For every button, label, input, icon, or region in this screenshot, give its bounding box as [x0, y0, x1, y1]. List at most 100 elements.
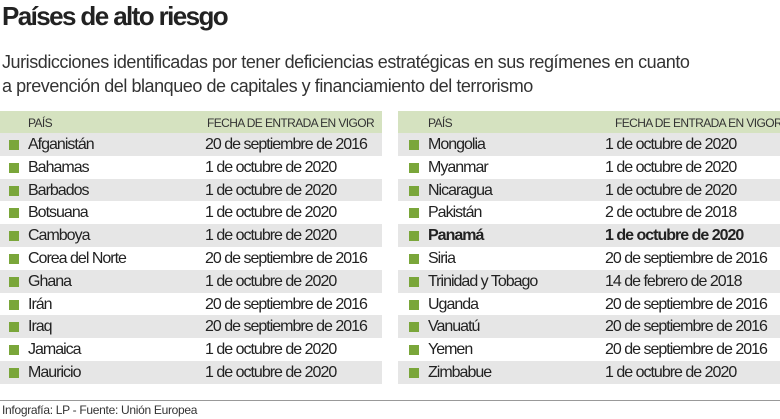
table-row: Mongolia 1 de octubre de 2020 — [398, 133, 780, 156]
country-cell: Nicaragua — [428, 181, 493, 199]
bullet-square-icon — [9, 185, 19, 196]
country-cell: Jamaica — [28, 341, 82, 359]
subtitle: Jurisdicciones identificadas por tener d… — [2, 50, 778, 98]
table-row: Camboya 1 de octubre de 2020 — [0, 224, 382, 247]
bullet-square-icon — [9, 140, 19, 150]
date-cell: 20 de septiembre de 2016 — [605, 249, 768, 267]
page-title: Países de alto riesgo — [2, 1, 229, 31]
date-cell: 20 de septiembre de 2016 — [205, 295, 368, 313]
bullet-square-icon — [409, 140, 419, 150]
bullet-square-icon — [409, 185, 419, 196]
country-cell: Camboya — [28, 227, 90, 245]
table-left: PAÍS FECHA DE ENTRADA EN VIGOR Afganistán… — [0, 111, 382, 384]
date-cell: 1 de octubre de 2020 — [205, 204, 337, 222]
bullet-square-icon — [409, 322, 419, 333]
country-cell: Corea del Norte — [28, 249, 127, 267]
date-cell: 20 de septiembre de 2016 — [605, 318, 768, 336]
table-row: Irán 20 de septiembre de 2016 — [0, 293, 382, 316]
country-cell: Barbados — [28, 181, 90, 199]
table-header: PAÍS FECHA DE ENTRADA EN VIGOR — [0, 111, 382, 133]
bullet-square-icon — [409, 208, 419, 219]
country-cell: Mongolia — [428, 136, 486, 153]
table-row: Afganistán 20 de septiembre de 2016 — [0, 133, 382, 156]
country-cell: Yemen — [428, 341, 473, 359]
table-row: Uganda 20 de septiembre de 2016 — [398, 293, 780, 316]
date-cell: 1 de octubre de 2020 — [205, 158, 337, 176]
footer-divider — [0, 400, 780, 401]
table-row: Myanmar 1 de octubre de 2020 — [398, 156, 780, 179]
date-cell: 1 de octubre de 2020 — [205, 181, 337, 199]
subtitle-line: Jurisdicciones identificadas por tener d… — [2, 52, 690, 72]
date-cell: 20 de septiembre de 2016 — [205, 249, 368, 267]
country-cell: Irán — [28, 295, 53, 313]
bullet-square-icon — [9, 208, 19, 219]
country-cell: Trinidad y Tobago — [428, 272, 538, 290]
country-cell: Ghana — [28, 272, 72, 290]
table-row: Trinidad y Tobago 14 de febrero de 2018 — [398, 269, 780, 293]
bullet-square-icon — [409, 253, 419, 264]
table-row: Nicaragua 1 de octubre de 2020 — [398, 178, 780, 202]
date-cell: 20 de septiembre de 2016 — [205, 136, 368, 153]
table-row: Yemen 20 de septiembre de 2016 — [398, 338, 780, 361]
table-row: Bahamas 1 de octubre de 2020 — [0, 156, 382, 179]
table-row: Vanuatú 20 de septiembre de 2016 — [398, 315, 780, 339]
country-cell: Bahamas — [28, 158, 90, 176]
country-cell: Afganistán — [28, 136, 95, 153]
date-cell: 2 de octubre de 2018 — [605, 204, 737, 222]
country-cell: Vanuatú — [428, 318, 480, 336]
table-row: Botsuana 1 de octubre de 2020 — [0, 201, 382, 224]
date-cell: 1 de octubre de 2020 — [605, 363, 737, 381]
bullet-square-icon — [9, 231, 19, 242]
table-row: Pakistán 2 de octubre de 2018 — [398, 201, 780, 224]
date-cell: 1 de octubre de 2020 — [205, 272, 337, 290]
date-cell: 20 de septiembre de 2016 — [605, 341, 768, 359]
bullet-square-icon — [9, 276, 19, 287]
table-row: Iraq 20 de septiembre de 2016 — [0, 315, 382, 339]
column-header-country: PAÍS — [28, 116, 53, 130]
date-cell: 1 de octubre de 2020 — [605, 158, 737, 176]
footer-credit: Infografía: LP - Fuente: Unión Europea — [2, 403, 198, 417]
bullet-square-icon — [409, 345, 419, 356]
table-row: Siria 20 de septiembre de 2016 — [398, 247, 780, 270]
bullet-square-icon — [9, 367, 19, 378]
column-header-date: FECHA DE ENTRADA EN VIGOR — [615, 116, 780, 130]
country-cell: Siria — [428, 249, 456, 267]
date-cell: 20 de septiembre de 2016 — [205, 318, 368, 336]
bullet-square-icon — [409, 276, 419, 287]
bullet-square-icon — [409, 162, 419, 173]
table-row: Corea del Norte 20 de septiembre de 2016 — [0, 247, 382, 270]
column-header-date: FECHA DE ENTRADA EN VIGOR — [207, 116, 375, 130]
country-cell: Panamá — [428, 227, 484, 245]
table-row: Barbados 1 de octubre de 2020 — [0, 178, 382, 202]
table-row: Mauricio 1 de octubre de 2020 — [0, 360, 382, 384]
country-cell: Botsuana — [28, 204, 89, 222]
bullet-square-icon — [9, 322, 19, 333]
country-cell: Uganda — [428, 295, 479, 313]
country-cell: Iraq — [28, 318, 53, 336]
table-right: PAÍS FECHA DE ENTRADA EN VIGOR Mongolia 1 … — [398, 111, 780, 384]
table-row: Jamaica 1 de octubre de 2020 — [0, 338, 382, 361]
bullet-square-icon — [9, 345, 19, 356]
bullet-square-icon — [409, 367, 419, 378]
date-cell: 1 de octubre de 2020 — [605, 227, 744, 245]
date-cell: 1 de octubre de 2020 — [605, 136, 737, 153]
bullet-square-icon — [409, 231, 419, 242]
bullet-square-icon — [9, 253, 19, 264]
country-cell: Pakistán — [428, 204, 482, 222]
table-row: Ghana 1 de octubre de 2020 — [0, 269, 382, 293]
table-row: Panamá 1 de octubre de 2020 — [398, 224, 780, 247]
table-header: PAÍS FECHA DE ENTRADA EN VIGOR — [398, 111, 780, 133]
date-cell: 1 de octubre de 2020 — [605, 181, 737, 199]
table-row: Zimbabue 1 de octubre de 2020 — [398, 360, 780, 384]
subtitle-line: a prevención del blanqueo de capitales y… — [2, 76, 533, 96]
bullet-square-icon — [409, 299, 419, 310]
bullet-square-icon — [9, 162, 19, 173]
date-cell: 1 de octubre de 2020 — [205, 341, 337, 359]
country-cell: Myanmar — [428, 158, 489, 176]
date-cell: 1 de octubre de 2020 — [205, 227, 337, 245]
country-cell: Mauricio — [28, 363, 81, 381]
country-cell: Zimbabue — [428, 363, 492, 381]
column-header-country: PAÍS — [428, 116, 453, 130]
date-cell: 1 de octubre de 2020 — [205, 363, 337, 381]
bullet-square-icon — [9, 299, 19, 310]
